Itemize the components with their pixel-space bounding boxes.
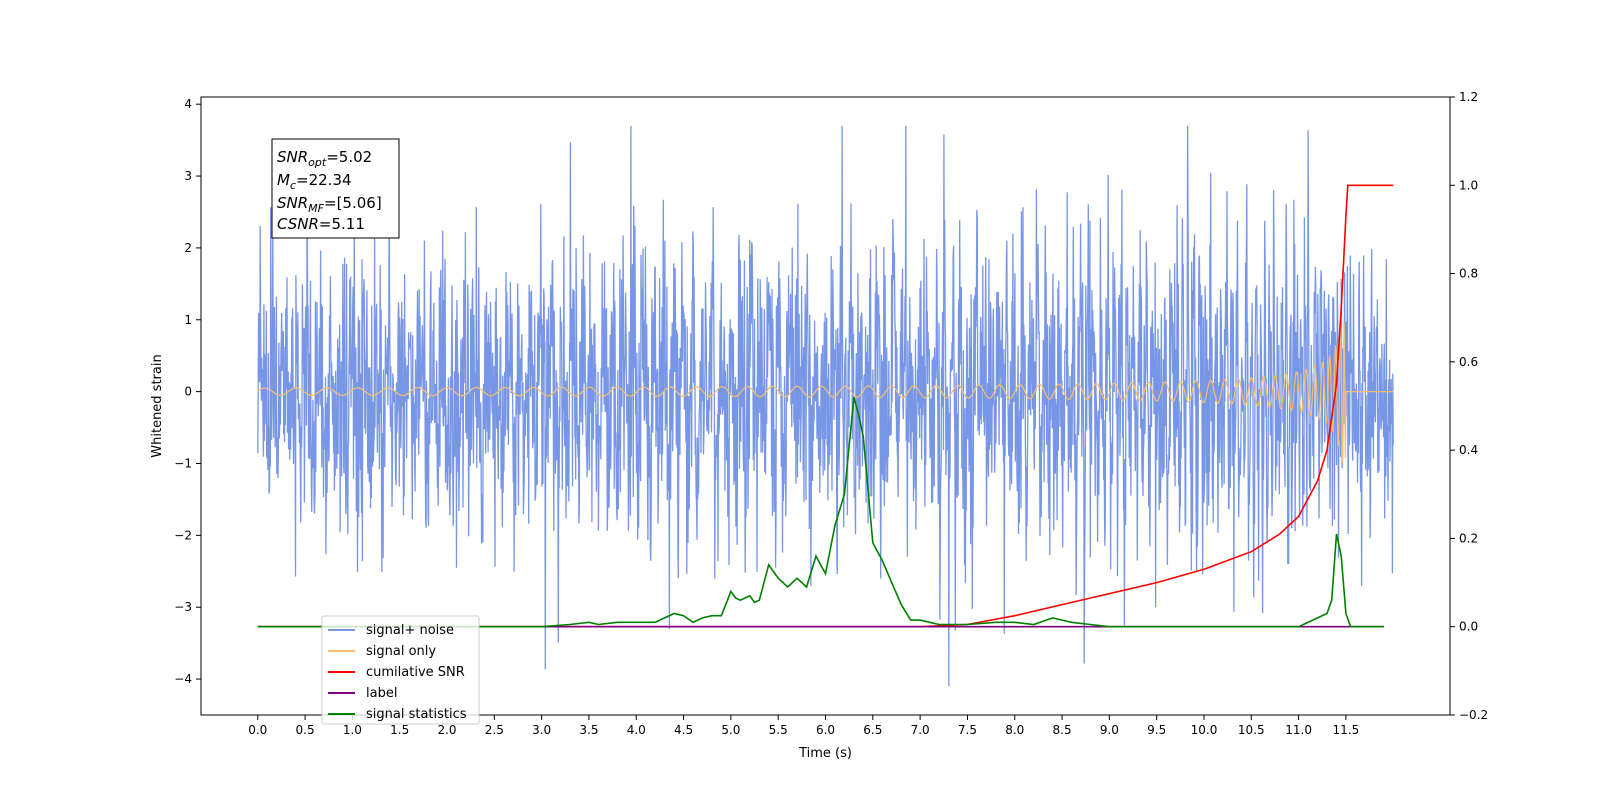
annotation-mc: Mc=22.34 — [277, 171, 352, 192]
x-tick-label: 11.5 — [1333, 723, 1360, 737]
series-signal-noise — [257, 125, 1394, 687]
y-right-tick-label: −0.2 — [1459, 708, 1488, 722]
x-tick-label: 8.5 — [1053, 723, 1072, 737]
x-tick-label: 10.5 — [1238, 723, 1265, 737]
series-signal-only — [257, 322, 1394, 463]
x-tick-label: 6.0 — [816, 723, 835, 737]
series-signal-statistics — [257, 396, 1384, 628]
x-tick-label: 5.0 — [721, 723, 740, 737]
x-tick-label: 7.0 — [911, 723, 930, 737]
y-left-tick-label: −1 — [174, 456, 192, 470]
annotation-snr-mf: SNRMF=[5.06] — [277, 194, 382, 215]
legend-label: label — [366, 686, 397, 701]
x-tick-label: 6.5 — [863, 723, 882, 737]
legend-label: cumilative SNR — [366, 665, 465, 680]
x-tick-label: 0.0 — [248, 723, 267, 737]
x-tick-label: 2.0 — [437, 723, 456, 737]
x-tick-label: 9.0 — [1100, 723, 1119, 737]
plot-area — [257, 125, 1394, 687]
y-left-tick-label: −3 — [174, 600, 192, 614]
y-left-tick-label: 4 — [184, 97, 192, 111]
x-tick-label: 4.0 — [627, 723, 646, 737]
x-tick-label: 4.5 — [674, 723, 693, 737]
x-axis: 0.0 0.5 1.0 1.5 2.0 2.5 3.0 3.5 4.0 4.5 5.0 5.5 6.0 6… — [248, 715, 1359, 737]
x-tick-label: 9.5 — [1147, 723, 1166, 737]
y-right-tick-label: 1.2 — [1459, 90, 1478, 104]
y-axis-left: 4 3 2 1 0 −1 −2 −3 −4 — [174, 97, 201, 686]
x-tick-label: 1.0 — [343, 723, 362, 737]
legend-label: signal statistics — [366, 707, 467, 722]
annotation-box: SNRopt=5.02 Mc=22.34 SNRMF=[5.06] CSNR=5… — [271, 138, 400, 239]
y-right-tick-label: 0.6 — [1459, 355, 1478, 369]
x-tick-label: 1.5 — [390, 723, 409, 737]
y-left-tick-label: 2 — [184, 241, 192, 255]
y-left-tick-label: 1 — [184, 313, 192, 327]
y-right-tick-label: 1.0 — [1459, 178, 1478, 192]
y-right-tick-label: 0.0 — [1459, 620, 1478, 634]
annotation-snr-opt: SNRopt=5.02 — [277, 148, 372, 169]
y-left-tick-label: −2 — [174, 528, 192, 542]
y-axis-label-left: Whitened strain — [150, 354, 165, 457]
x-tick-label: 2.5 — [485, 723, 504, 737]
legend-label: signal only — [366, 644, 436, 659]
x-tick-label: 10.0 — [1191, 723, 1218, 737]
annotation-csnr: CSNR=5.11 — [277, 215, 365, 233]
legend: signal+ noise signal only cumilative SNR la… — [321, 615, 480, 725]
legend-label: signal+ noise — [366, 623, 454, 638]
x-tick-label: 11.0 — [1285, 723, 1312, 737]
x-tick-label: 8.0 — [1005, 723, 1024, 737]
y-left-tick-label: 0 — [184, 385, 192, 399]
y-right-tick-label: 0.8 — [1459, 267, 1478, 281]
y-right-tick-label: 0.4 — [1459, 443, 1478, 457]
x-tick-label: 3.5 — [579, 723, 598, 737]
x-tick-label: 0.5 — [296, 723, 315, 737]
x-tick-label: 7.5 — [958, 723, 977, 737]
y-left-tick-label: −4 — [174, 672, 192, 686]
x-tick-label: 5.5 — [769, 723, 788, 737]
x-axis-label: Time (s) — [798, 746, 852, 761]
y-left-tick-label: 3 — [184, 169, 192, 183]
y-right-tick-label: 0.2 — [1459, 531, 1478, 545]
series-cumulative-snr — [257, 184, 1394, 628]
x-tick-label: 3.0 — [532, 723, 551, 737]
y-axis-right: 1.2 1.0 0.8 0.6 0.4 0.2 0.0 −0.2 — [1450, 90, 1488, 722]
